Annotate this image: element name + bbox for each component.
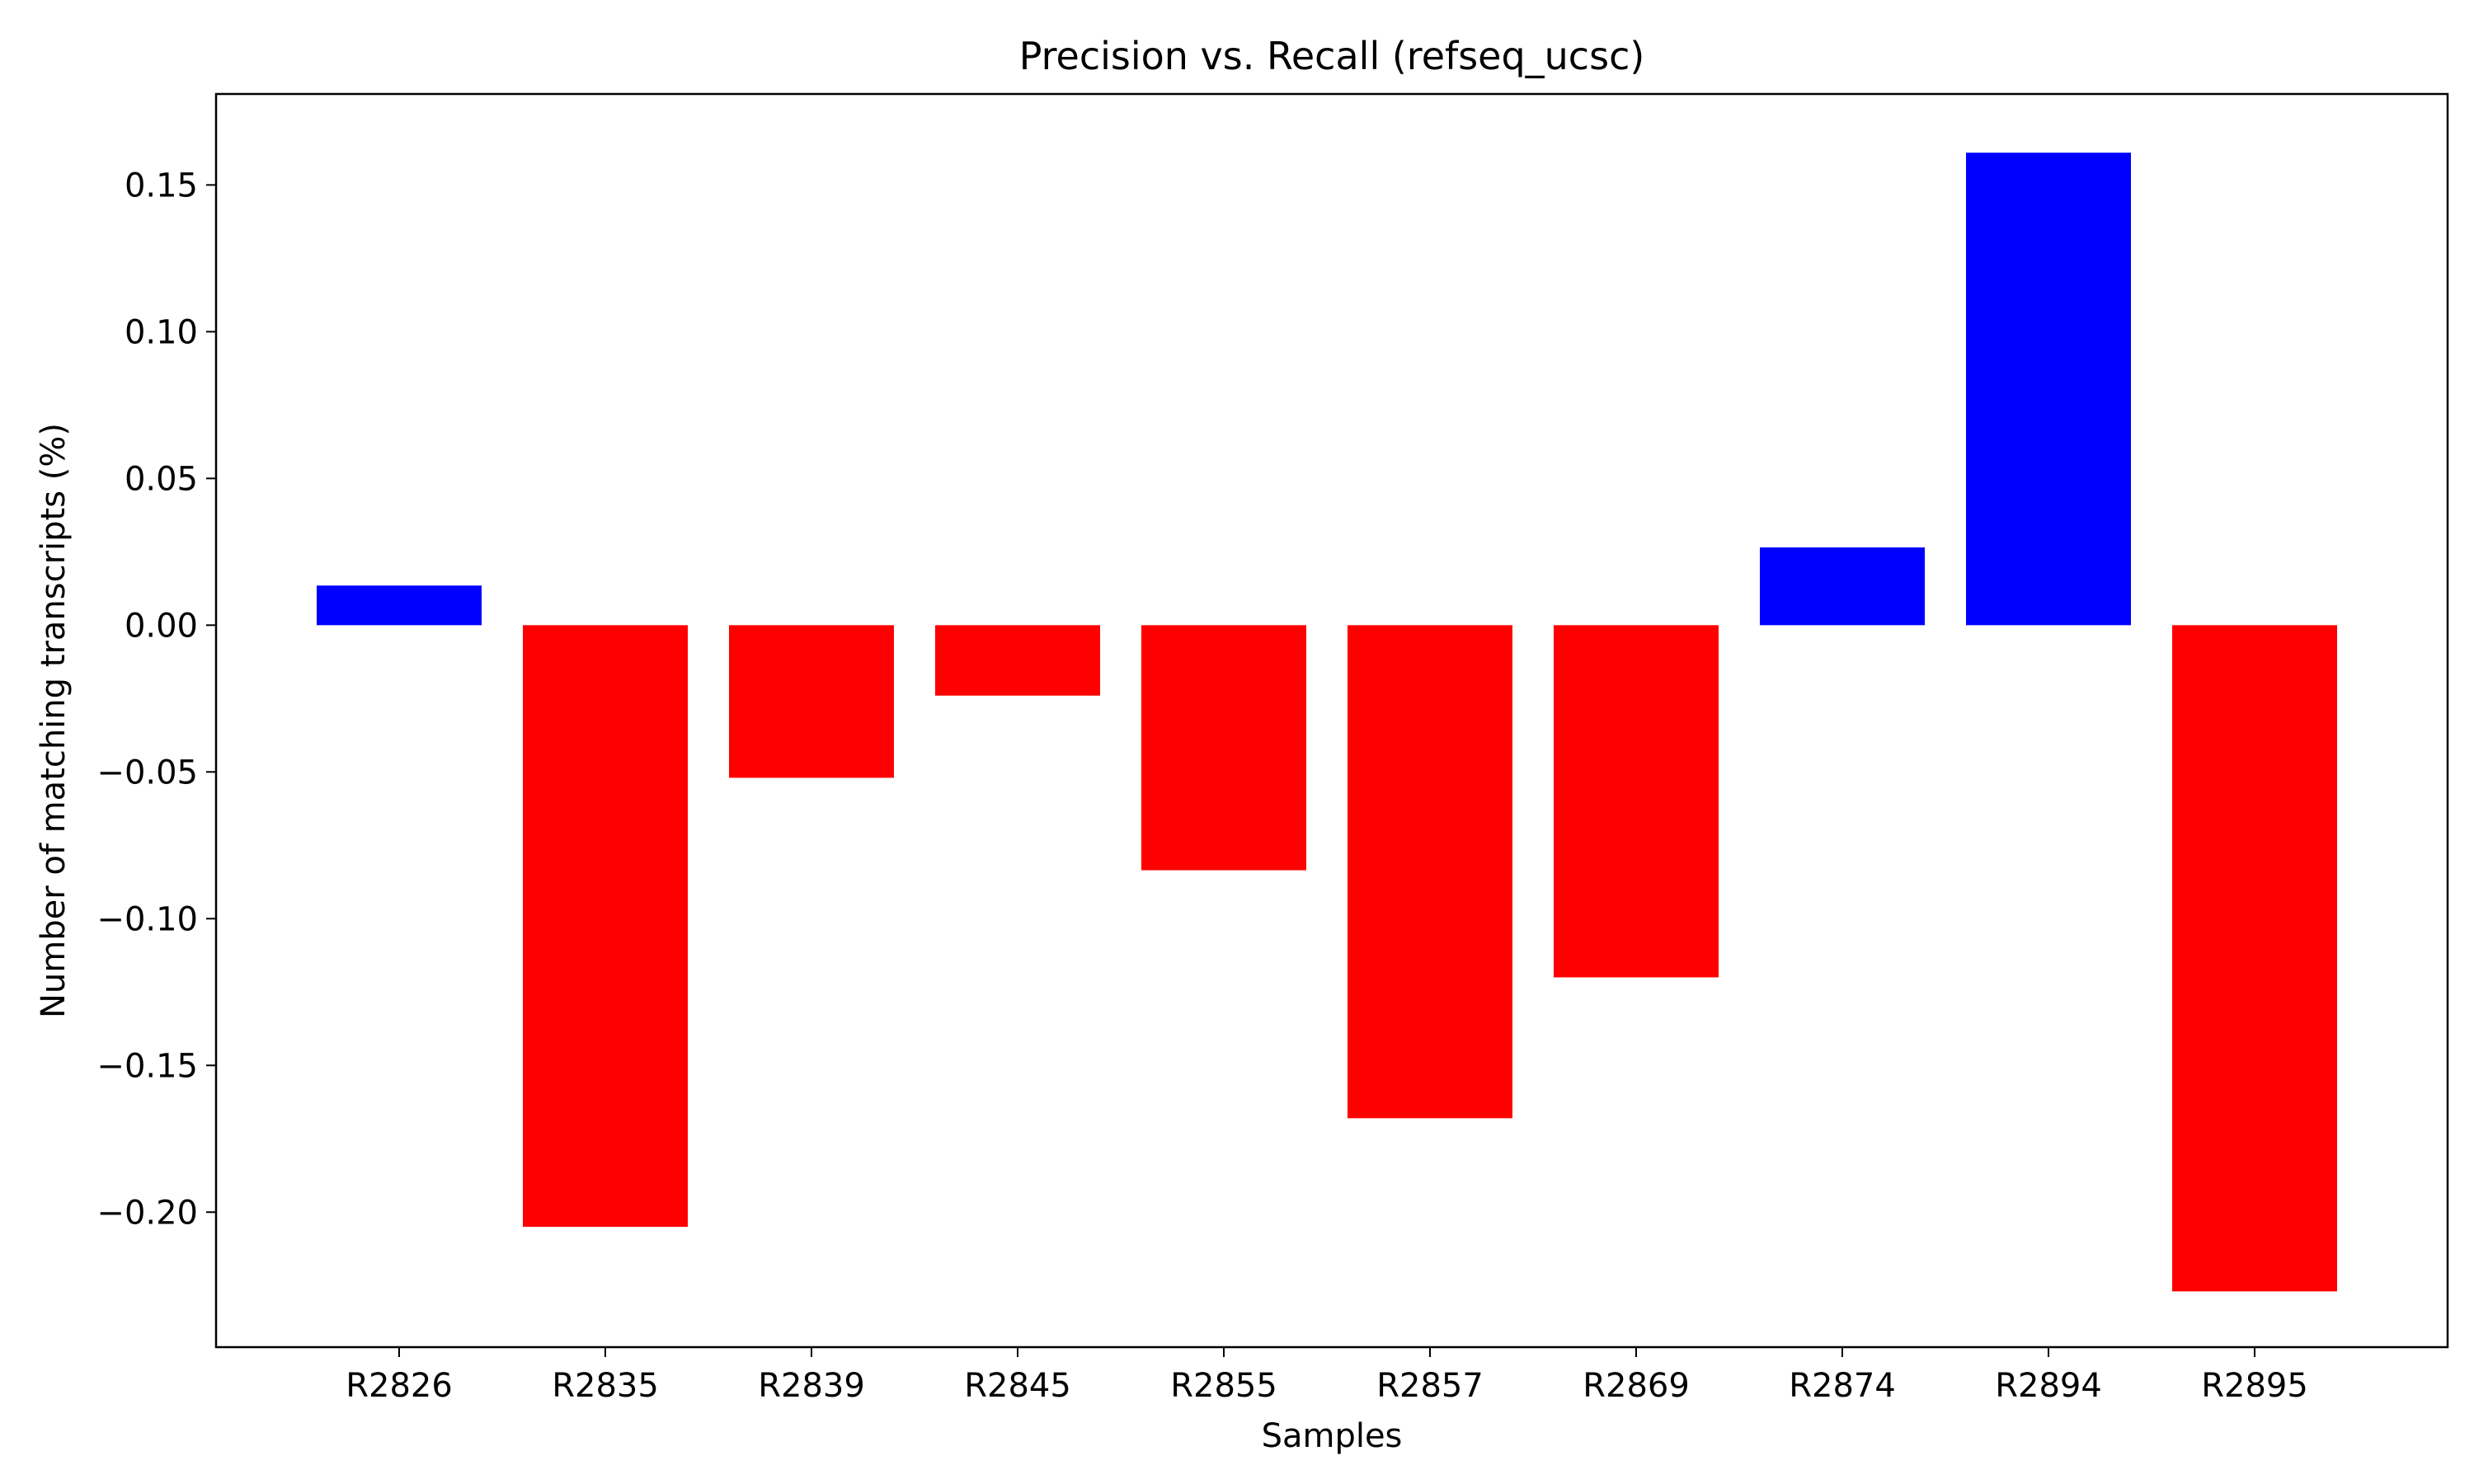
y-tick-label: −0.15 bbox=[96, 1047, 198, 1085]
x-axis-label: Samples bbox=[1262, 1417, 1403, 1455]
y-tick-label: −0.20 bbox=[96, 1194, 198, 1232]
x-tick-label: R2839 bbox=[758, 1367, 865, 1405]
y-tick-label: −0.05 bbox=[96, 754, 198, 791]
x-tick-label: R2857 bbox=[1376, 1367, 1484, 1405]
y-tick-label: 0.00 bbox=[125, 607, 198, 645]
y-axis-label: Number of matching transcripts (%) bbox=[35, 423, 73, 1018]
y-tick-label: 0.15 bbox=[125, 167, 198, 204]
x-tick-label: R2869 bbox=[1583, 1367, 1690, 1405]
plot-frame bbox=[214, 92, 2449, 1349]
bar-R2894 bbox=[1966, 153, 2131, 626]
bar-R2855 bbox=[1141, 625, 1306, 871]
chart-title: Precision vs. Recall (refseq_ucsc) bbox=[1019, 34, 1645, 78]
x-tick-label: R2826 bbox=[346, 1367, 453, 1405]
x-axis-ticks: R2826 R2835 R2839 R2845 R2855 R2857 R2869 R2874… bbox=[346, 1347, 2308, 1405]
x-tick-label: R2894 bbox=[1995, 1367, 2102, 1405]
x-tick-label: R2895 bbox=[2201, 1367, 2308, 1405]
y-tick-label: 0.05 bbox=[125, 460, 198, 498]
y-tick-label: −0.10 bbox=[96, 900, 198, 938]
x-tick-label: R2855 bbox=[1170, 1367, 1277, 1405]
x-tick-label: R2874 bbox=[1789, 1367, 1896, 1405]
bar-R2839 bbox=[729, 625, 894, 778]
bar-R2835 bbox=[523, 625, 688, 1228]
bar-R2857 bbox=[1348, 625, 1512, 1119]
y-tick-label: 0.10 bbox=[125, 313, 198, 351]
y-axis-ticks: 0.15 0.10 0.05 0.00 −0.05 −0.10 −0.15 −0.20 bbox=[96, 167, 216, 1232]
bar-R2895 bbox=[2172, 625, 2337, 1292]
bars-group bbox=[317, 153, 2337, 1292]
x-tick-label: R2835 bbox=[552, 1367, 659, 1405]
bar-R2869 bbox=[1554, 625, 1719, 978]
bar-R2826 bbox=[317, 585, 482, 626]
x-tick-label: R2845 bbox=[964, 1367, 1071, 1405]
bar-R2874 bbox=[1760, 547, 1925, 626]
bar-R2845 bbox=[935, 625, 1100, 696]
